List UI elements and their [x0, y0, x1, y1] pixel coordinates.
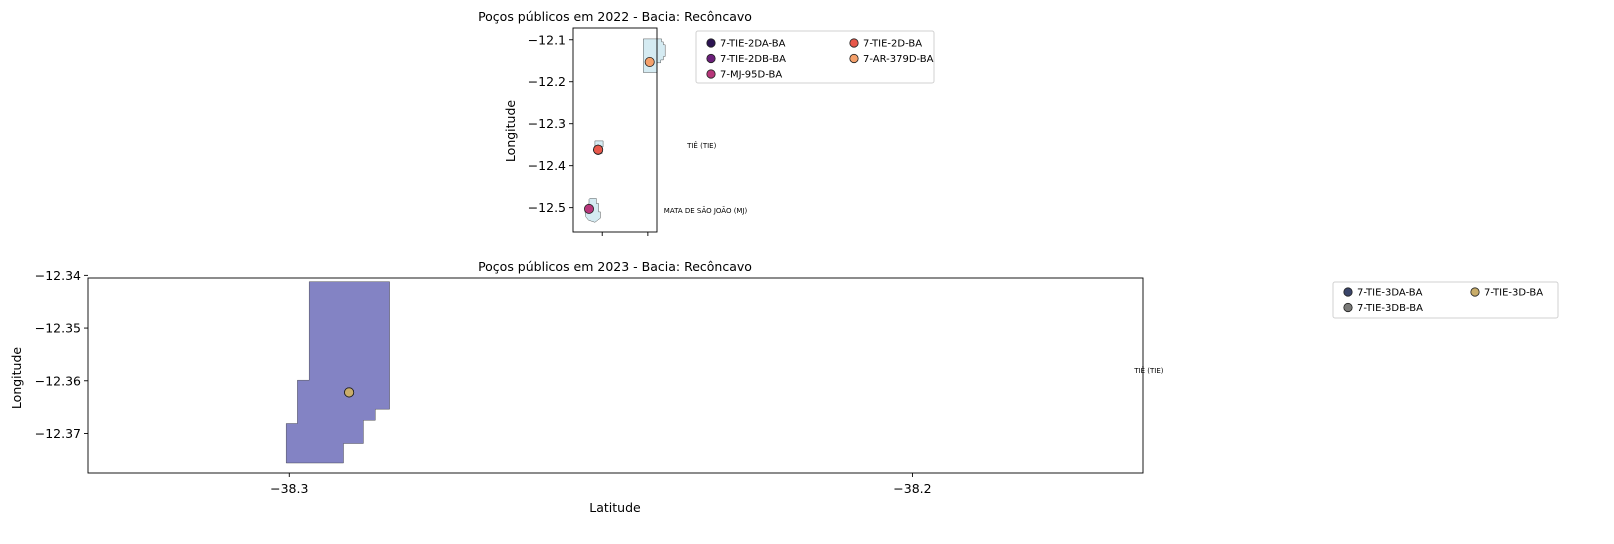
- chart-2022-title: Poços públicos em 2022 - Bacia: Recôncav…: [478, 9, 752, 24]
- field-annotation-1: TIÊ (TIE): [686, 141, 716, 150]
- field-polygon-1: [286, 281, 390, 464]
- legend-label-7-TIE-2DB-BA: 7-TIE-2DB-BA: [720, 54, 786, 65]
- chart-2022-x-axis: [601, 232, 649, 236]
- y-tick-label: −12.3: [528, 116, 566, 131]
- chart-2023-annotations: TIÊ (TIE): [1133, 366, 1163, 375]
- legend-marker-7-TIE-2DA-BA: [706, 38, 716, 48]
- legend-marker-7-TIE-2D-BA: [849, 38, 859, 48]
- legend-marker-7-TIE-3DB-BA: [1343, 302, 1353, 313]
- chart-2022-plot-frame: [572, 27, 658, 233]
- y-tick-label: −12.1: [528, 32, 566, 47]
- legend-marker-7-MJ-95D-BA: [706, 69, 716, 79]
- chart-2023-polygons: [286, 281, 390, 464]
- legend-label-7-TIE-2D-BA: 7-TIE-2D-BA: [863, 39, 922, 50]
- field-polygon-1: [643, 38, 666, 73]
- y-tick-label: −12.35: [35, 321, 81, 336]
- legend-marker-7-TIE-3D-BA: [1470, 287, 1480, 297]
- legend-label-7-AR-379D-BA: 7-AR-379D-BA: [863, 54, 934, 65]
- field-annotation-2: MATA DE SÃO JOÃO (MJ): [664, 206, 748, 215]
- legend-label-7-TIE-2DA-BA: 7-TIE-2DA-BA: [720, 39, 786, 50]
- chart-2022-legend-box: [695, 30, 935, 84]
- y-tick-label: −12.37: [35, 426, 81, 441]
- field-annotation-1: TIÊ (TIE): [1133, 366, 1163, 375]
- chart-2022-y-axis: −12.1 −12.2 −12.3 −12.4 −12.5: [528, 32, 573, 215]
- chart-2023-x-axis-label: Latitude: [589, 500, 641, 515]
- y-tick-label: −12.2: [528, 74, 566, 89]
- chart-2023-x-axis: −38.3 −38.2: [270, 473, 932, 496]
- point-7-TIE-2D-BA: [593, 144, 604, 155]
- point-7-TIE-3D-BA: [344, 387, 355, 398]
- legend-label-7-TIE-3DB-BA: 7-TIE-3DB-BA: [1357, 303, 1423, 314]
- chart-2023-legend-box: [1332, 281, 1559, 319]
- y-tick-label: −12.34: [35, 268, 81, 283]
- legend-label-7-TIE-3DA-BA: 7-TIE-3DA-BA: [1357, 288, 1423, 299]
- chart-2023-title: Poços públicos em 2023 - Bacia: Recôncav…: [478, 259, 752, 274]
- x-tick-label: −38.3: [270, 481, 308, 496]
- chart-2023-y-axis-label: Longitude: [9, 347, 24, 409]
- legend-marker-7-AR-379D-BA: [849, 53, 859, 64]
- chart-2023-points: [344, 387, 355, 398]
- chart-2023: Poços públicos em 2023 - Bacia: Recôncav…: [9, 259, 1559, 515]
- chart-2023-y-axis: −12.34 −12.35 −12.36 −12.37: [35, 268, 88, 441]
- chart-2022: Poços públicos em 2022 - Bacia: Recôncav…: [478, 9, 935, 236]
- point-7-AR-379D-BA: [644, 57, 655, 68]
- legend-marker-7-TIE-3DA-BA: [1343, 287, 1353, 297]
- chart-2022-annotations: TIÊ (TIE) MATA DE SÃO JOÃO (MJ): [664, 141, 748, 215]
- chart-2022-legend: 7-TIE-2DA-BA 7-TIE-2DB-BA 7-MJ-95D-BA 7-TIE…: [695, 30, 935, 84]
- chart-2023-legend: 7-TIE-3DA-BA 7-TIE-3DB-BA 7-TIE-3D-BA: [1332, 281, 1559, 319]
- y-tick-label: −12.5: [528, 200, 566, 215]
- x-tick-label: −38.2: [893, 481, 931, 496]
- chart-2022-y-axis-label: Longitude: [503, 100, 518, 162]
- chart-2022-points: [584, 57, 655, 214]
- legend-marker-7-TIE-2DB-BA: [706, 53, 716, 64]
- chart-2023-plot-frame: [87, 277, 1144, 474]
- y-tick-label: −12.4: [528, 158, 566, 173]
- point-7-MJ-95D-BA: [584, 203, 595, 214]
- chart-2022-polygons: [584, 38, 666, 223]
- y-tick-label: −12.36: [35, 373, 81, 388]
- legend-label-7-TIE-3D-BA: 7-TIE-3D-BA: [1484, 288, 1543, 299]
- legend-label-7-MJ-95D-BA: 7-MJ-95D-BA: [720, 70, 782, 81]
